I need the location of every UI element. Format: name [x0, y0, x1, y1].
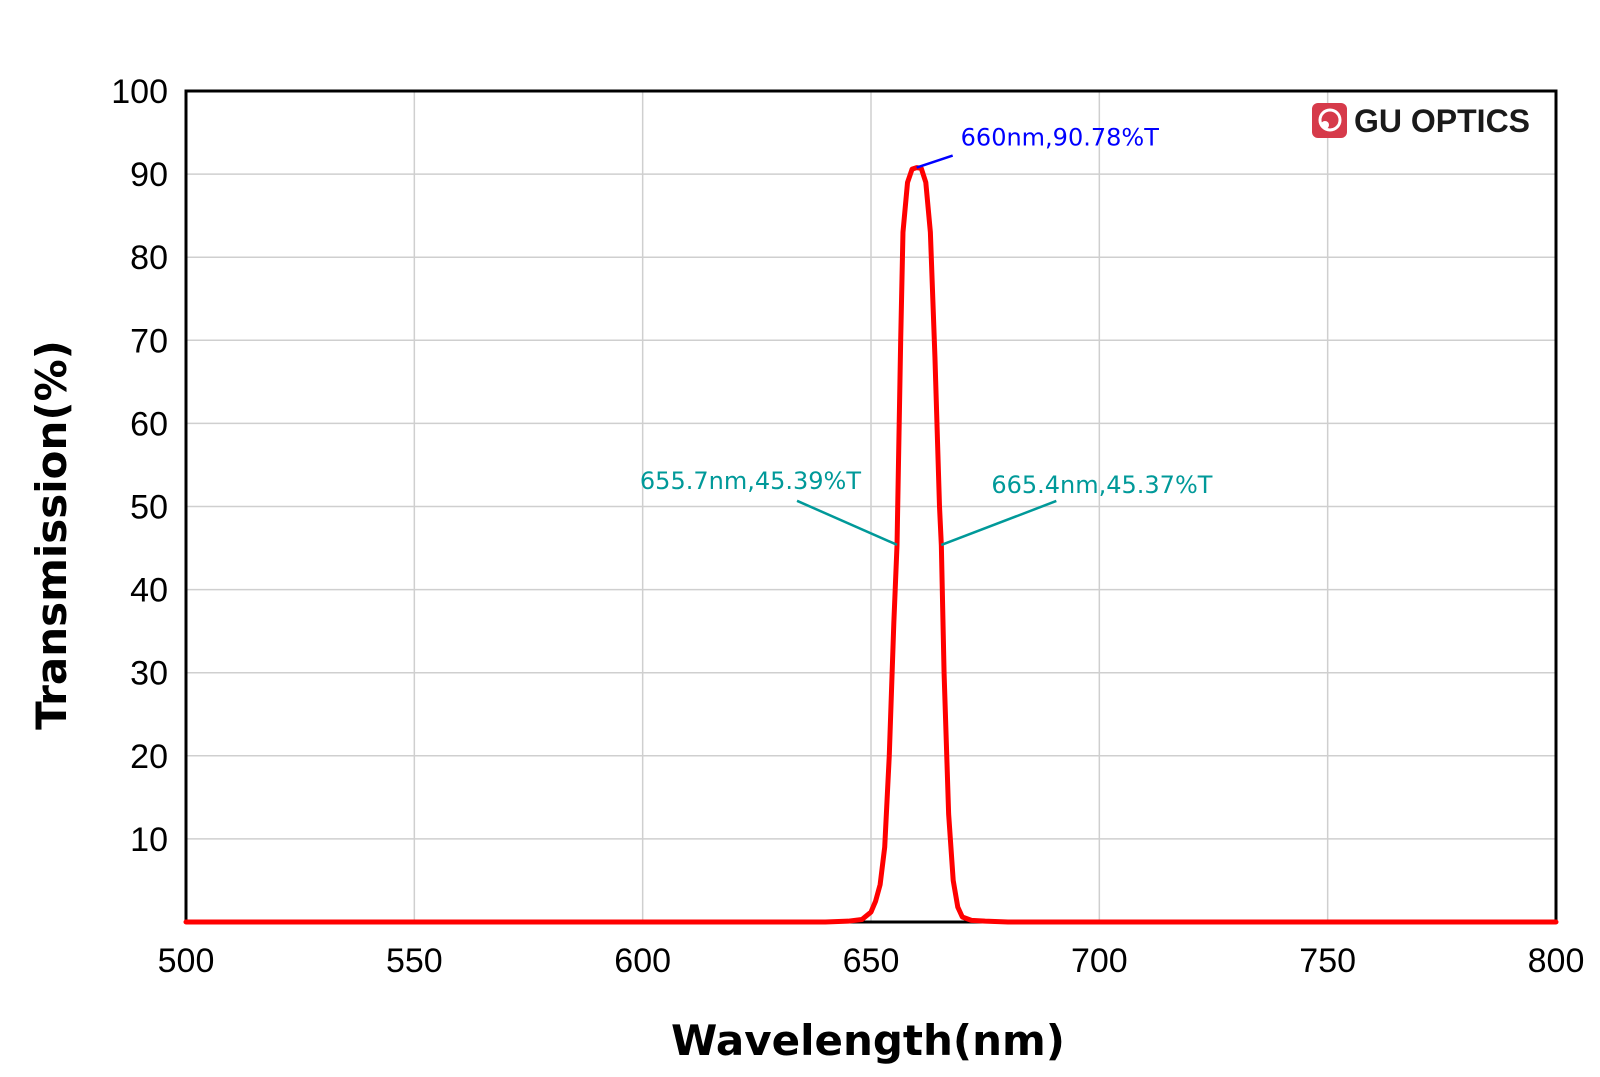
y-tick-label: 10: [130, 821, 168, 859]
y-tick-label: 20: [130, 738, 168, 776]
annotation-label: 660nm,90.78%T: [961, 124, 1160, 152]
annotation-leader: [796, 499, 898, 546]
x-tick-label: 600: [614, 942, 671, 980]
logo-dot-icon: [1321, 121, 1329, 129]
annotation-leader: [940, 499, 1057, 547]
y-tick-label: 60: [130, 405, 168, 443]
y-axis-ticks: 10 20 30 40 50 60 70 80 90 100: [111, 73, 168, 859]
y-axis-title: Transmission(%): [27, 340, 76, 730]
annotation-label: 665.4nm,45.37%T: [991, 471, 1212, 499]
logo-ring-icon: [1318, 108, 1342, 132]
plot-frame: [184, 89, 1558, 924]
annotation-label: 655.7nm,45.39%T: [640, 467, 861, 495]
x-tick-label: 750: [1299, 942, 1356, 980]
x-tick-label: 650: [843, 942, 900, 980]
x-axis-ticks: 500 550 600 650 700 750 800: [158, 942, 1585, 980]
x-tick-label: 550: [386, 942, 443, 980]
logo-icon: [1312, 103, 1347, 138]
y-tick-label: 80: [130, 239, 168, 277]
x-tick-label: 700: [1071, 942, 1128, 980]
logo-text: GU OPTICS: [1354, 103, 1530, 139]
grid: [186, 91, 1556, 922]
annotation-leader: [916, 154, 954, 169]
y-tick-label: 70: [130, 322, 168, 360]
x-axis-title: Wavelength(nm): [671, 1016, 1065, 1065]
y-tick-label: 50: [130, 489, 168, 527]
x-tick-label: 500: [158, 942, 215, 980]
annotations: 660nm,90.78%T 655.7nm,45.39%T 665.4nm,45.3…: [640, 124, 1213, 547]
brand-logo: GU OPTICS: [1312, 103, 1530, 139]
y-tick-label: 30: [130, 655, 168, 693]
x-tick-label: 800: [1528, 942, 1585, 980]
y-tick-label: 90: [130, 156, 168, 194]
y-tick-label: 100: [111, 73, 168, 111]
y-tick-label: 40: [130, 572, 168, 610]
